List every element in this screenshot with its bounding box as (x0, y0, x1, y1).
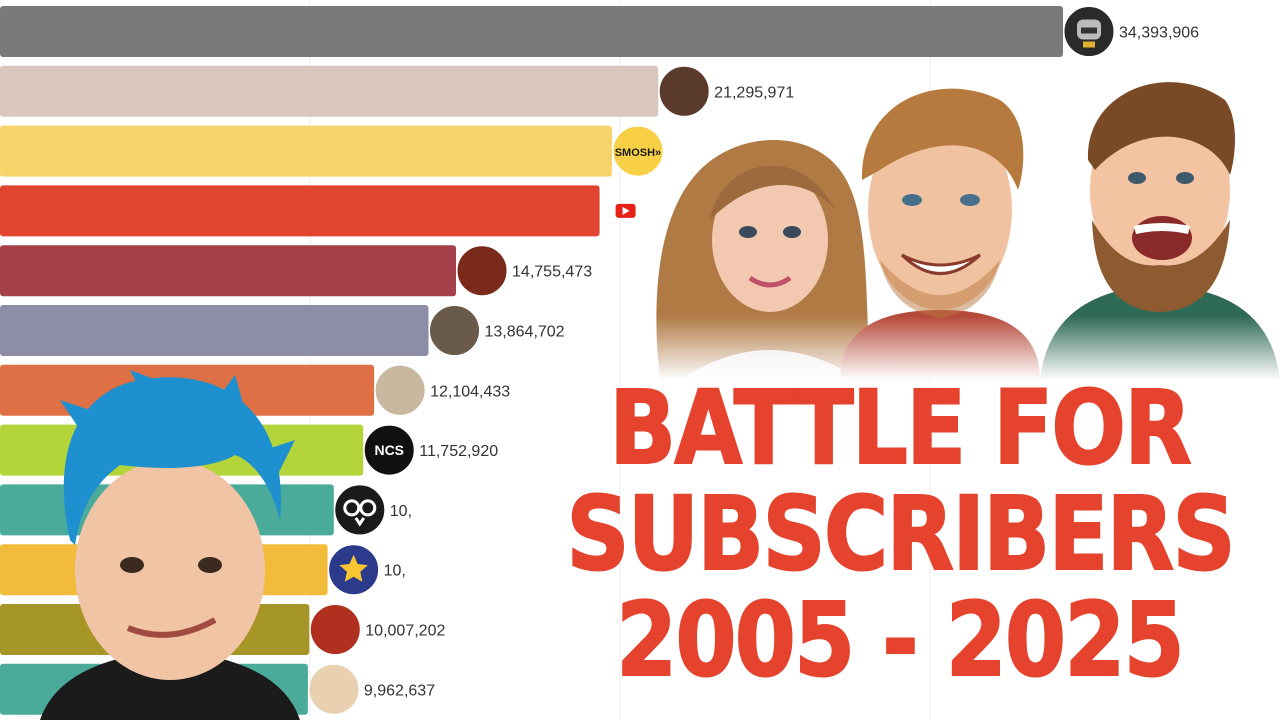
value-label-4: 14,755,473 (512, 264, 592, 281)
value-label-8: 10, (390, 503, 412, 520)
title-block: BATTLE FOR SUBSCRIBERS 2005 - 2025 (520, 369, 1280, 720)
robot-helmet-avatar-icon (1063, 6, 1115, 57)
bar-0 (0, 6, 1063, 57)
avatar-text-7: NCS (374, 442, 404, 458)
blue-haired-man-photo (40, 370, 300, 720)
value-label-0: 34,393,906 (1119, 25, 1199, 42)
bar-2 (0, 125, 612, 177)
bar-1 (0, 65, 659, 117)
bar-group-0: 34,393,906 (0, 6, 1199, 57)
owl-logo-icon (334, 484, 386, 536)
title-line-2: SUBSCRIBERS (565, 475, 1236, 594)
bar-group-3 (0, 185, 636, 237)
ncs-logo-icon: NCS (363, 424, 415, 476)
man-portrait-avatar-icon (429, 305, 481, 356)
title-line-1: BATTLE FOR (609, 369, 1193, 488)
value-label-9: 10, (384, 563, 406, 580)
sunglasses-avatar-icon (308, 663, 360, 715)
star-mascot-avatar-icon (328, 544, 380, 596)
value-label-5: 13,864,702 (485, 324, 565, 341)
bar-5 (0, 305, 429, 356)
bar-3 (0, 185, 600, 237)
bar-group-2: SMOSH» (0, 125, 664, 177)
bar-group-5: 13,864,702 (0, 305, 565, 356)
cartoon-duo-avatar-icon (374, 364, 426, 416)
youtube-logo-icon (615, 203, 636, 218)
character-avatar-icon (456, 245, 508, 297)
bar-group-4: 14,755,473 (0, 245, 592, 297)
value-label-7: 11,752,920 (419, 443, 498, 460)
value-label-6: 12,104,433 (430, 383, 510, 400)
boy-avatar-icon (309, 604, 361, 655)
value-label-11: 9,962,637 (364, 682, 435, 699)
value-label-10: 10,007,202 (365, 623, 445, 640)
creators-photo (640, 60, 1280, 380)
bar-4 (0, 245, 457, 297)
title-line-3: 2005 - 2025 (616, 581, 1186, 700)
